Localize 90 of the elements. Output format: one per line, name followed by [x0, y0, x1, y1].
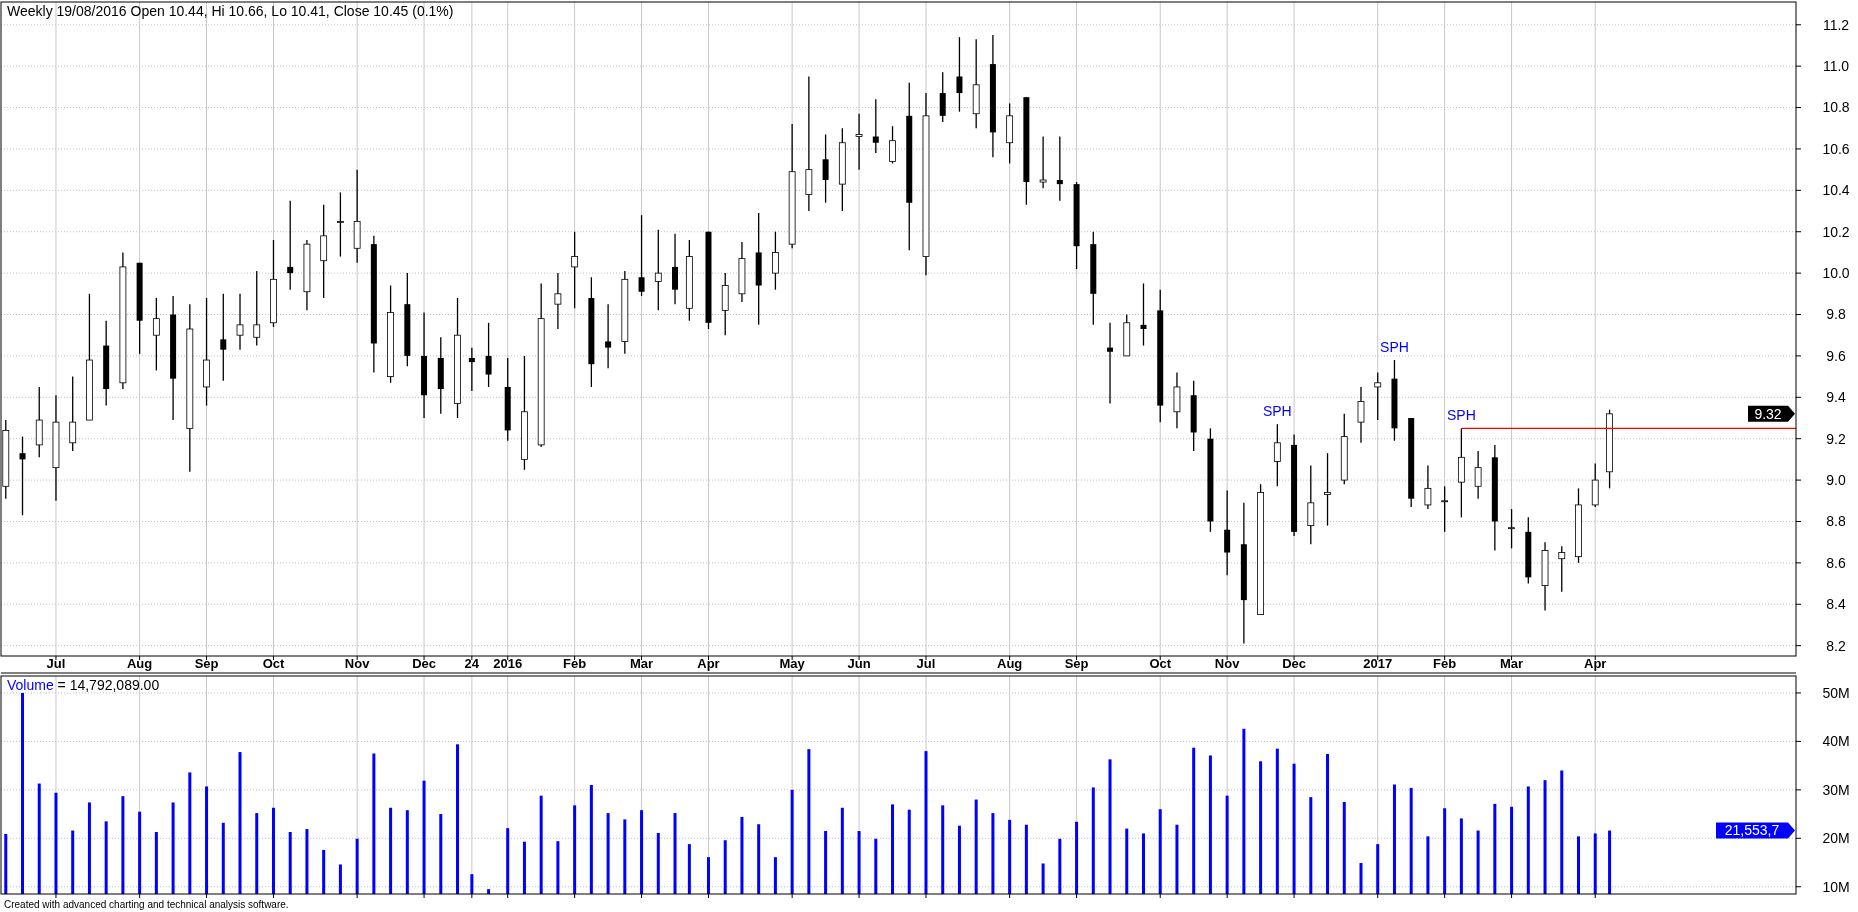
y-tick-label: 9.4: [1826, 389, 1846, 406]
y-tick-label: 20M: [1822, 830, 1850, 847]
y-tick-label: 30M: [1822, 781, 1850, 798]
candlestick: [1357, 386, 1365, 444]
x-tick-label: Aug: [126, 656, 153, 671]
x-tick-label: 24: [464, 656, 480, 671]
y-tick-label: 8.2: [1826, 637, 1846, 654]
candlestick: [1508, 508, 1515, 550]
x-tick-label: 2016: [493, 656, 523, 671]
candlestick: [236, 293, 244, 351]
chart-title: Volume = 14,792,089.00: [7, 677, 160, 693]
y-tick-label: 10M: [1822, 878, 1850, 895]
y-tick-label: 10.2: [1822, 223, 1850, 240]
candlestick: [654, 229, 662, 312]
candlestick: [152, 297, 160, 372]
candlestick: [956, 36, 963, 113]
x-tick-label: Nov: [344, 656, 371, 671]
annotation: 21,553,7: [1724, 822, 1780, 839]
y-tick-label: 11.0: [1822, 58, 1850, 75]
annotation: SPH: [1446, 407, 1476, 424]
annotation: 9.32: [1754, 405, 1782, 422]
candlestick: [1140, 282, 1147, 347]
candlestick: [69, 375, 77, 452]
x-tick-label: Mar: [630, 656, 654, 671]
candlestick: [571, 231, 579, 309]
candlestick: [1307, 464, 1315, 545]
candlestick: [468, 346, 475, 392]
candlestick: [1273, 423, 1281, 487]
x-tick-label: Oct: [1149, 656, 1172, 671]
x-tick-label: May: [779, 656, 806, 671]
x-tick-label: Apr: [697, 656, 720, 671]
x-tick-label: Sep: [1064, 656, 1089, 671]
x-tick-label: Sep: [194, 656, 219, 671]
candlestick: [822, 133, 829, 204]
annotation: SPH: [1262, 403, 1292, 420]
candlestick: [1224, 489, 1231, 576]
y-tick-label: 9.0: [1826, 471, 1846, 488]
y-tick-label: 8.4: [1826, 596, 1846, 613]
x-tick-label: Feb: [563, 656, 587, 671]
y-tick-label: 9.6: [1826, 347, 1846, 364]
x-tick-label: Aug: [997, 656, 1023, 671]
candlestick: [1424, 464, 1432, 510]
candlestick: [554, 272, 562, 330]
candlestick: [1474, 450, 1482, 500]
x-tick-label: Jun: [847, 656, 871, 671]
candlestick: [1374, 371, 1382, 421]
candlestick: [872, 98, 879, 154]
text: Created with advanced charting and technical analysis software.: [4, 899, 289, 910]
y-tick-label: 8.6: [1826, 554, 1846, 571]
candlestick: [220, 293, 227, 382]
x-tick-label: Jul: [46, 656, 66, 671]
x-tick-label: Apr: [1584, 656, 1607, 671]
x-tick-label: Nov: [1214, 656, 1241, 671]
candlestick: [287, 200, 294, 291]
x-tick-label: Oct: [262, 656, 285, 671]
candlestick: [1441, 485, 1449, 533]
y-tick-label: 10.8: [1822, 99, 1850, 116]
y-tick-label: 9.2: [1826, 430, 1846, 447]
candlestick: [889, 125, 896, 165]
y-tick-label: 10.0: [1822, 265, 1850, 282]
candlestick: [638, 214, 645, 297]
annotation: SPH: [1380, 339, 1409, 356]
candlestick: [772, 231, 779, 291]
candlestick: [855, 113, 863, 171]
candlestick: [1324, 452, 1331, 527]
x-tick-label: Dec: [1282, 656, 1306, 671]
x-tick-label: Dec: [412, 656, 436, 671]
candlestick: [337, 191, 344, 258]
candlestick: [939, 71, 946, 123]
x-tick-label: Feb: [1433, 656, 1457, 671]
candlestick: [605, 303, 612, 369]
chart-title: Weekly 19/08/2016 Open 10.44, Hi 10.66, Lo 10.41, Close 10.45 (0.1%): [7, 3, 454, 19]
y-tick-label: 10.6: [1822, 140, 1850, 157]
y-tick-label: 40M: [1822, 733, 1850, 750]
candlestick: [485, 322, 492, 388]
y-tick-label: 11.2: [1822, 16, 1850, 33]
candlestick: [253, 270, 261, 347]
y-tick-label: 50M: [1822, 684, 1850, 701]
y-tick-label: 9.8: [1826, 306, 1846, 323]
candlestick: [1107, 322, 1114, 405]
x-tick-label: 2017: [1363, 656, 1393, 671]
candlestick: [19, 435, 26, 516]
x-tick-label: Mar: [1500, 656, 1524, 671]
candlestick: [1558, 545, 1566, 593]
candlestick: [1039, 135, 1047, 189]
candlestick: [1056, 135, 1063, 202]
y-tick-label: 8.8: [1826, 513, 1846, 530]
y-tick-label: 10.4: [1822, 182, 1850, 199]
candlestick: [672, 233, 679, 305]
x-tick-label: Jul: [916, 656, 936, 671]
